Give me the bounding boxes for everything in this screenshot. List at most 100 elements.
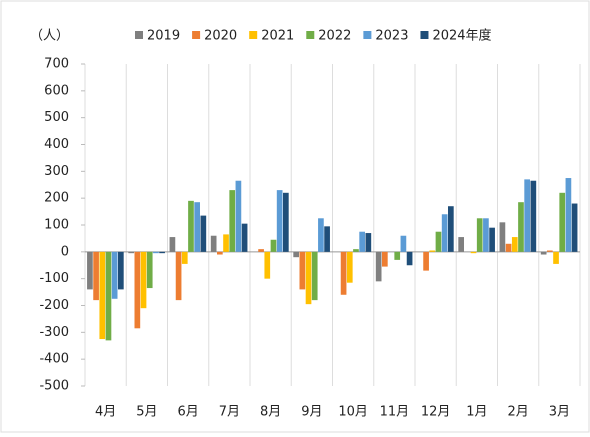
legend-swatch	[192, 31, 201, 39]
legend-label: 2024年度	[432, 28, 491, 44]
bar	[470, 251, 477, 254]
y-tick-label: 100	[44, 218, 69, 233]
bar	[435, 231, 442, 252]
x-tick-label: 4月	[95, 405, 116, 420]
bar	[505, 243, 512, 252]
bar	[518, 202, 524, 252]
legend-swatch	[306, 31, 315, 39]
bar	[559, 192, 566, 252]
bar	[264, 251, 271, 279]
y-axis-label: （人）	[30, 29, 69, 44]
x-tick-label: 9月	[301, 405, 322, 420]
bar	[530, 180, 537, 252]
bar	[153, 251, 159, 254]
bar	[353, 249, 359, 252]
bar	[105, 251, 112, 341]
bar	[318, 218, 324, 252]
bar	[181, 251, 188, 264]
x-tick-label: 7月	[219, 405, 240, 420]
bar	[571, 203, 578, 252]
bar	[375, 251, 382, 282]
legend-swatch	[135, 31, 143, 39]
y-tick-label: 700	[44, 57, 69, 72]
bar	[553, 251, 559, 264]
legend-label: 2023	[375, 29, 408, 44]
bar	[476, 218, 483, 252]
bar	[324, 226, 330, 252]
bar	[217, 251, 223, 255]
bar	[175, 251, 182, 301]
y-tick-label: -100	[39, 271, 69, 286]
bar	[483, 218, 489, 252]
bar	[128, 251, 134, 254]
bar	[210, 235, 217, 252]
x-tick-label: 10月	[338, 405, 368, 420]
bar	[311, 251, 318, 301]
bar	[223, 234, 229, 252]
bar	[283, 192, 289, 252]
legend-label: 2022	[318, 29, 351, 44]
bar	[499, 222, 506, 252]
bar	[118, 251, 124, 290]
bar	[87, 251, 93, 290]
bar	[448, 206, 454, 252]
x-tick-label: 3月	[549, 405, 570, 420]
bar	[188, 200, 194, 252]
x-tick-label: 12月	[421, 405, 451, 420]
bar	[400, 235, 407, 252]
bar	[382, 251, 388, 267]
x-tick-label: 5月	[136, 405, 157, 420]
bar	[365, 233, 372, 252]
bar	[258, 249, 264, 252]
y-tick-label: 300	[44, 164, 69, 179]
bar	[111, 251, 118, 299]
legend-label: 2020	[204, 29, 237, 44]
bar	[489, 227, 495, 252]
bar	[423, 251, 429, 271]
y-tick-label: 0	[61, 244, 69, 259]
bar	[305, 251, 312, 305]
bar	[565, 178, 572, 252]
y-tick-label: 600	[44, 83, 69, 98]
bar	[524, 179, 530, 252]
legend-swatch	[363, 31, 372, 39]
x-tick-label: 6月	[177, 405, 198, 420]
bar	[340, 251, 347, 295]
bar	[200, 215, 207, 252]
legend-swatch	[420, 31, 429, 39]
legend-label: 2019	[147, 29, 180, 44]
x-tick-label: 2月	[507, 405, 528, 420]
bar	[235, 180, 242, 252]
x-tick-label: 8月	[260, 405, 281, 420]
bar	[194, 202, 200, 252]
bar	[276, 190, 283, 252]
bar	[99, 251, 106, 340]
bar	[299, 251, 306, 290]
bar	[146, 251, 153, 289]
bar	[406, 251, 413, 266]
bar	[359, 231, 365, 252]
bar	[93, 251, 99, 301]
y-tick-label: -500	[39, 379, 69, 394]
y-tick-label: 200	[44, 191, 69, 206]
bar	[229, 190, 236, 252]
x-tick-label: 11月	[380, 405, 410, 420]
bar	[134, 251, 141, 329]
bar	[270, 239, 277, 252]
bar	[346, 251, 353, 283]
bar	[140, 251, 147, 309]
bar	[458, 237, 464, 252]
bar	[540, 251, 547, 255]
bar	[429, 250, 436, 252]
bar	[441, 214, 448, 252]
bar	[241, 223, 248, 252]
bar	[159, 251, 165, 254]
legend-swatch	[249, 31, 258, 39]
bar	[547, 250, 553, 252]
bar	[394, 251, 401, 260]
legend-label: 2021	[261, 29, 294, 44]
y-tick-label: -400	[39, 352, 69, 367]
bar	[169, 237, 176, 252]
